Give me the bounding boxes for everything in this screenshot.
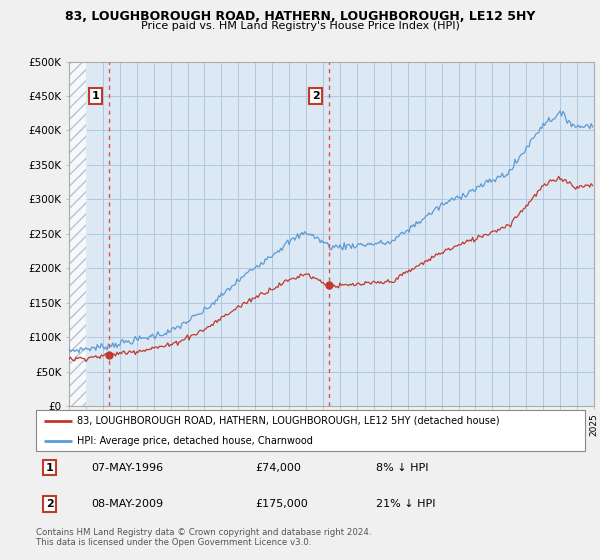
- Text: 8% ↓ HPI: 8% ↓ HPI: [376, 463, 429, 473]
- Text: 2: 2: [46, 499, 53, 509]
- Text: £175,000: £175,000: [256, 499, 308, 509]
- Text: Price paid vs. HM Land Registry's House Price Index (HPI): Price paid vs. HM Land Registry's House …: [140, 21, 460, 31]
- Text: 2: 2: [312, 91, 320, 101]
- Text: £74,000: £74,000: [256, 463, 301, 473]
- Text: 1: 1: [92, 91, 100, 101]
- FancyBboxPatch shape: [36, 410, 585, 451]
- Text: 83, LOUGHBOROUGH ROAD, HATHERN, LOUGHBOROUGH, LE12 5HY (detached house): 83, LOUGHBOROUGH ROAD, HATHERN, LOUGHBOR…: [77, 416, 500, 426]
- Text: 21% ↓ HPI: 21% ↓ HPI: [376, 499, 436, 509]
- Text: 07-MAY-1996: 07-MAY-1996: [91, 463, 163, 473]
- Text: Contains HM Land Registry data © Crown copyright and database right 2024.
This d: Contains HM Land Registry data © Crown c…: [36, 528, 371, 548]
- Bar: [69, 62, 86, 406]
- Bar: [69, 62, 86, 406]
- Text: 83, LOUGHBOROUGH ROAD, HATHERN, LOUGHBOROUGH, LE12 5HY: 83, LOUGHBOROUGH ROAD, HATHERN, LOUGHBOR…: [65, 10, 535, 23]
- Text: 08-MAY-2009: 08-MAY-2009: [91, 499, 163, 509]
- Text: 1: 1: [46, 463, 53, 473]
- Text: HPI: Average price, detached house, Charnwood: HPI: Average price, detached house, Char…: [77, 436, 313, 446]
